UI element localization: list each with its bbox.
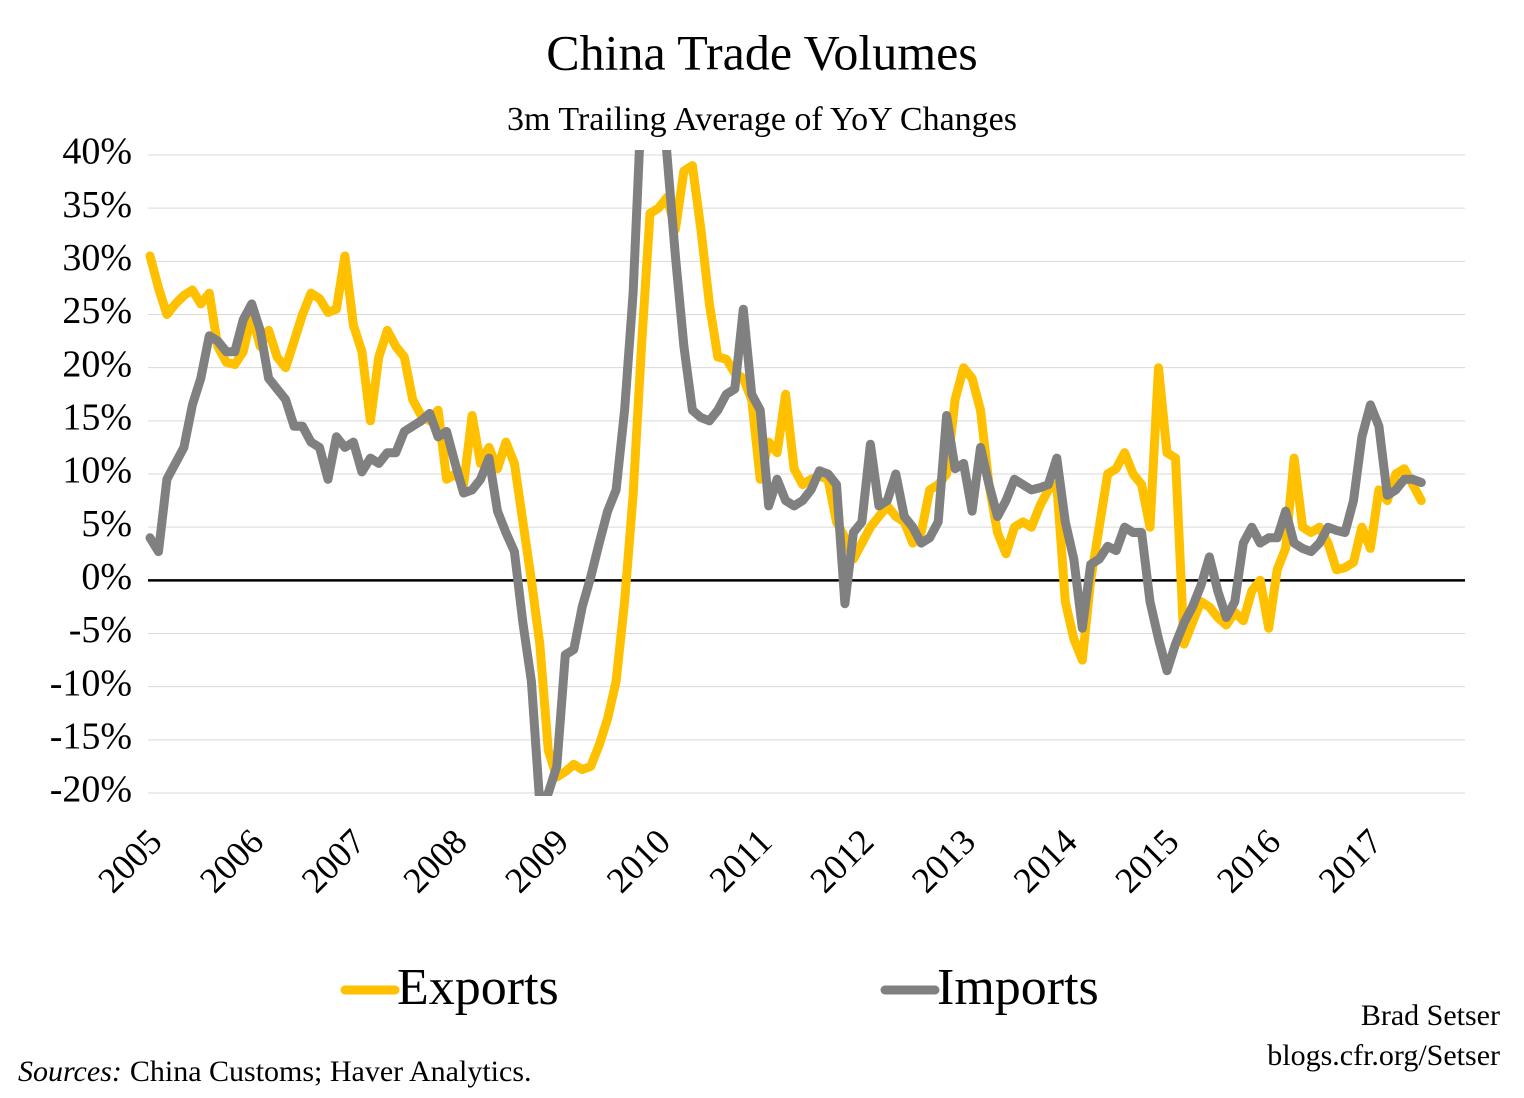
- source-text: China Customs; Haver Analytics.: [130, 1055, 532, 1088]
- x-tick-label: 2005: [90, 821, 169, 900]
- y-tick-label: 5%: [81, 503, 132, 545]
- x-tick-label: 2012: [802, 821, 881, 900]
- x-tick-label: 2011: [701, 821, 779, 899]
- credit: Brad Setser: [1361, 999, 1500, 1032]
- y-tick-label: -15%: [50, 716, 132, 758]
- x-tick-label: 2017: [1311, 821, 1390, 900]
- x-tick-label: 2015: [1107, 821, 1186, 900]
- chart-subtitle: 3m Trailing Average of YoY Changes: [507, 101, 1017, 138]
- credit: blogs.cfr.org/Setser: [1267, 1039, 1500, 1072]
- y-tick-label: -20%: [50, 769, 132, 811]
- y-tick-label: 10%: [62, 450, 132, 492]
- x-tick-label: 2010: [599, 821, 678, 900]
- chart-title: China Trade Volumes: [546, 24, 978, 80]
- x-tick-label: 2006: [192, 821, 271, 900]
- y-tick-label: 25%: [62, 290, 132, 332]
- y-tick-label: 35%: [62, 184, 132, 226]
- y-tick-label: 0%: [81, 556, 132, 598]
- y-tick-label: 20%: [62, 343, 132, 385]
- series-line: [145, 150, 1426, 796]
- y-tick-label: -10%: [50, 662, 132, 704]
- y-tick-label: 15%: [62, 397, 132, 439]
- x-tick-label: 2016: [1209, 821, 1288, 900]
- x-tick-label: 2013: [904, 821, 983, 900]
- y-tick-label: 30%: [62, 237, 132, 279]
- source-label: Sources:: [18, 1055, 122, 1088]
- series-line: [145, 161, 1426, 782]
- x-tick-label: 2009: [497, 821, 576, 900]
- x-tick-label: 2014: [1006, 821, 1085, 900]
- legend-label: Exports: [397, 959, 559, 1016]
- y-tick-label: -5%: [69, 609, 132, 651]
- x-tick-label: 2007: [294, 821, 373, 900]
- plot-lines: [145, 150, 1426, 796]
- source: Sources: China Customs; Haver Analytics.: [18, 1055, 532, 1088]
- legend-label: Imports: [937, 959, 1099, 1016]
- y-tick-label: 40%: [62, 131, 132, 173]
- x-tick-label: 2008: [395, 821, 474, 900]
